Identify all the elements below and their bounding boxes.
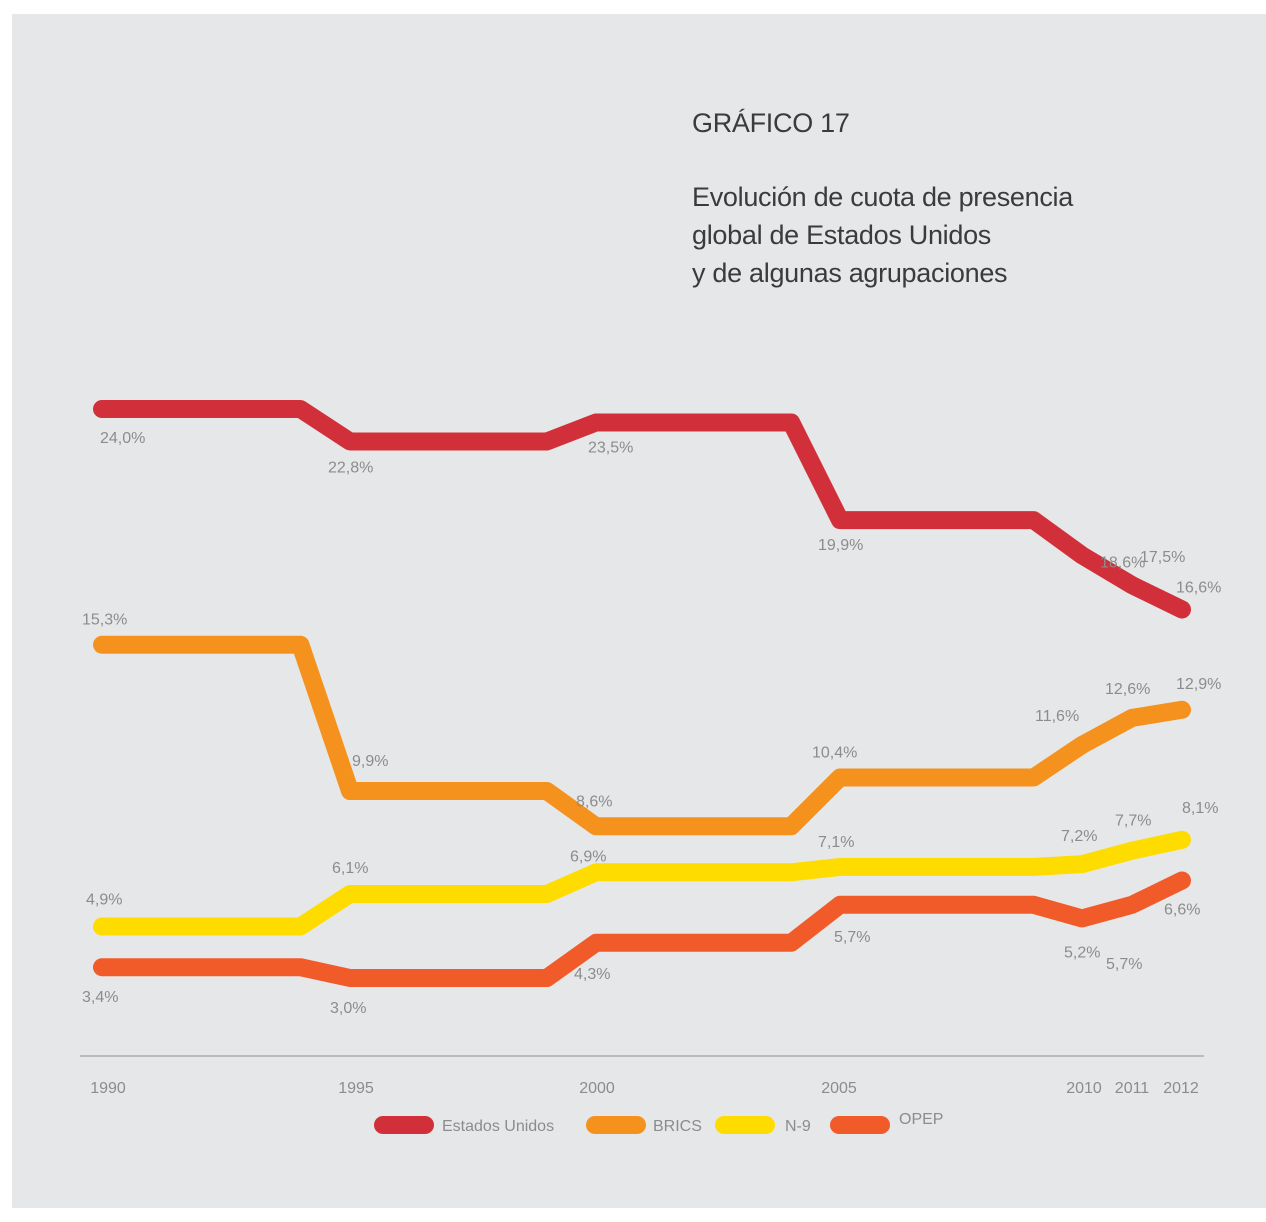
data-label-estados-unidos-2010: 18,6% <box>1100 554 1145 571</box>
data-label-opep-2010: 5,2% <box>1064 944 1100 961</box>
chart-number: GRÁFICO 17 <box>692 108 850 138</box>
series-line-brics <box>93 635 1191 836</box>
data-label-n-9-1995: 6,1% <box>332 860 368 877</box>
chart-heading: GRÁFICO 17 Evolución de cuota de presenc… <box>692 104 1073 292</box>
data-label-estados-unidos-1990: 24,0% <box>100 430 145 447</box>
data-label-opep-1990: 3,4% <box>82 989 118 1006</box>
x-tick-label-2011: 2011 <box>1115 1080 1150 1097</box>
x-tick-label-1995: 1995 <box>338 1080 374 1097</box>
data-label-n-9-2011: 7,7% <box>1115 813 1151 830</box>
legend: Estados Unidos BRICS N-9 OPEP <box>374 1111 943 1135</box>
data-label-opep-2005: 5,7% <box>834 929 870 946</box>
data-label-n-9-2005: 7,1% <box>818 834 854 851</box>
legend-label-brics: BRICS <box>653 1118 702 1135</box>
x-tick-label-2012: 2012 <box>1163 1080 1199 1097</box>
data-labels: 24,0% 22,8% 23,5% 19,9% 18,6%17,5% 16,6% 15,3%… <box>82 430 1221 1017</box>
data-label-opep-2000: 4,3% <box>574 966 610 983</box>
data-label-n-9-2012: 8,1% <box>1182 800 1218 817</box>
data-label-n-9-2000: 6,9% <box>570 848 606 865</box>
x-tick-label-1990: 1990 <box>90 1080 126 1097</box>
data-label-brics-2011: 12,6% <box>1105 681 1150 698</box>
data-label-opep-2012: 6,6% <box>1164 902 1200 919</box>
x-tick-label-2000: 2000 <box>579 1080 615 1097</box>
chart-panel <box>12 14 1266 1208</box>
legend-label-n-9: N-9 <box>785 1118 811 1135</box>
data-label-brics-2000: 8,6% <box>576 793 612 810</box>
legend-label-estados-unidos: Estados Unidos <box>442 1118 554 1135</box>
legend-label-opep: OPEP <box>899 1111 943 1128</box>
x-tick-label-2010: 2010 <box>1066 1080 1102 1097</box>
data-label-brics-1995: 9,9% <box>352 753 388 770</box>
series-line-estados-unidos <box>93 400 1191 619</box>
data-label-n-9-1990: 4,9% <box>86 892 122 909</box>
series-line-opep <box>93 871 1191 987</box>
x-tick-label-2005: 2005 <box>821 1080 857 1097</box>
data-label-estados-unidos-2005: 19,9% <box>818 537 863 554</box>
data-label-brics-1990: 15,3% <box>82 612 127 629</box>
data-label-brics-2012: 12,9% <box>1176 676 1221 693</box>
chart-title-line-3: y de algunas agrupaciones <box>692 258 1008 288</box>
data-label-estados-unidos-2000: 23,5% <box>588 440 633 457</box>
data-label-estados-unidos-1995: 22,8% <box>328 460 373 477</box>
data-label-estados-unidos-2011: 17,5% <box>1140 549 1185 566</box>
chart-title-line-2: global de Estados Unidos <box>692 220 992 250</box>
data-label-opep-2011: 5,7% <box>1106 956 1142 973</box>
series-lines <box>93 400 1191 987</box>
data-label-brics-2005: 10,4% <box>812 745 857 762</box>
data-label-n-9-2010: 7,2% <box>1061 828 1097 845</box>
data-label-estados-unidos-2012: 16,6% <box>1176 580 1221 597</box>
x-axis-ticks: 1990 1995 2000 2005 2010 2011 2012 <box>90 1080 1199 1097</box>
data-label-opep-1995: 3,0% <box>330 1000 366 1017</box>
series-line-n-9 <box>93 830 1191 936</box>
data-label-brics-2010: 11,6% <box>1035 708 1079 725</box>
chart-title-line-1: Evolución de cuota de presencia <box>692 182 1073 212</box>
